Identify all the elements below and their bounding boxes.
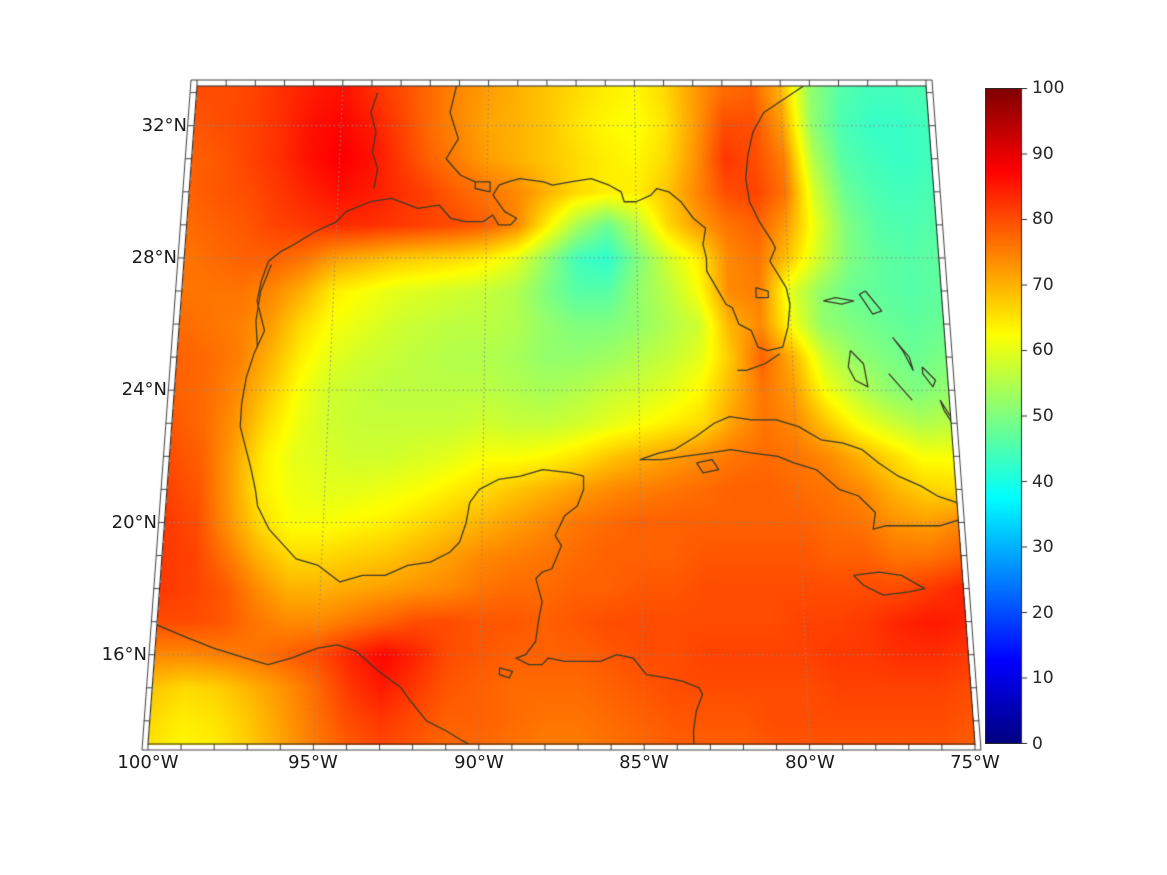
- lon-tick-label-80w: 80°W: [785, 752, 835, 773]
- lat-tick-label-24n: 24°N: [121, 379, 167, 400]
- lon-tick-label-100w: 100°W: [117, 752, 179, 773]
- colorbar-tick-label-50: 50: [1032, 406, 1054, 426]
- lat-tick-label-20n: 20°N: [111, 512, 157, 533]
- map-canvas: [130, 70, 990, 760]
- colorbar-tick-label-0: 0: [1032, 734, 1043, 754]
- colorbar-tick-label-40: 40: [1032, 472, 1054, 492]
- colorbar-tick-label-60: 60: [1032, 340, 1054, 360]
- lon-tick-label-75w: 75°W: [950, 752, 1000, 773]
- colorbar-tick-label-90: 90: [1032, 144, 1054, 164]
- lat-tick-label-16n: 16°N: [101, 644, 147, 665]
- lon-tick-label-85w: 85°W: [619, 752, 669, 773]
- lon-tick-label-95w: 95°W: [288, 752, 338, 773]
- colorbar-tick-label-100: 100: [1032, 78, 1065, 98]
- colorbar-tick-label-80: 80: [1032, 209, 1054, 229]
- colorbar: [985, 88, 1031, 744]
- colorbar-tick-label-70: 70: [1032, 275, 1054, 295]
- lat-tick-label-32n: 32°N: [141, 115, 187, 136]
- colorbar-tick-label-10: 10: [1032, 668, 1054, 688]
- colorbar-tick-label-20: 20: [1032, 603, 1054, 623]
- colorbar-tick-label-30: 30: [1032, 537, 1054, 557]
- lat-tick-label-28n: 28°N: [131, 247, 177, 268]
- lon-tick-label-90w: 90°W: [454, 752, 504, 773]
